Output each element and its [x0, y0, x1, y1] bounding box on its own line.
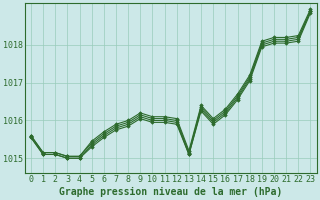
X-axis label: Graphe pression niveau de la mer (hPa): Graphe pression niveau de la mer (hPa) — [59, 186, 282, 197]
